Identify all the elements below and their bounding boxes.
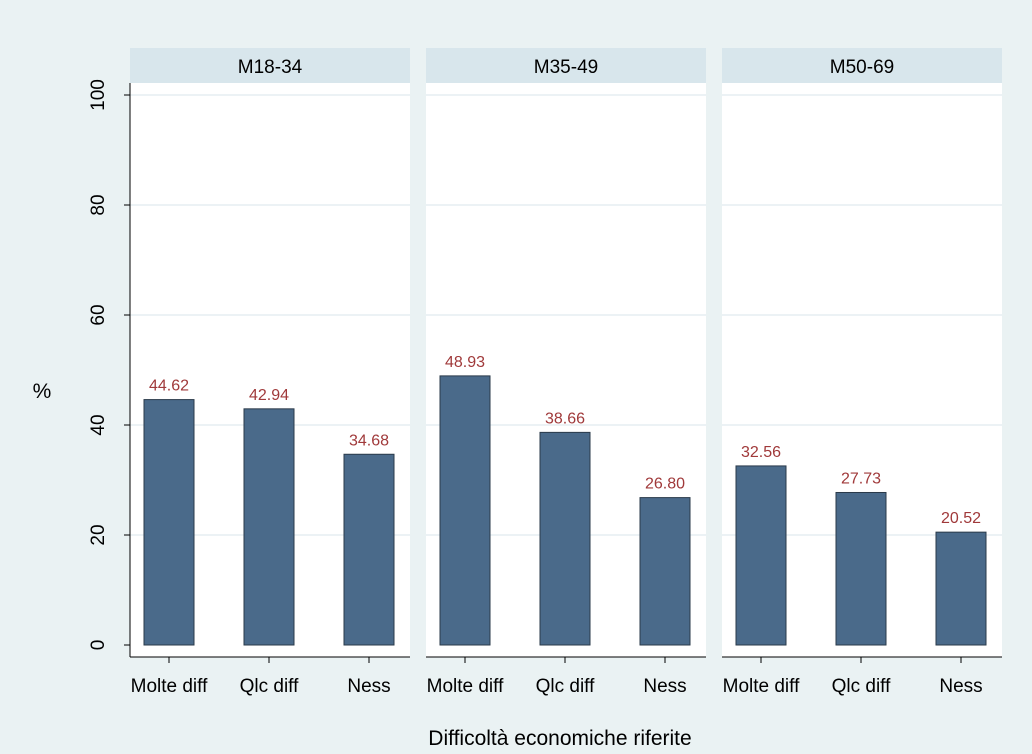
y-tick-label: 0 [88,640,109,651]
bar-value-label: 27.73 [841,470,881,487]
y-tick-label: 80 [88,194,109,215]
x-tick-label: Ness [939,676,982,697]
panel-header [426,48,706,83]
x-tick-label: Qlc diff [536,676,596,697]
bar-value-label: 20.52 [941,510,981,527]
y-axis-title: % [33,380,52,403]
panel-header [130,48,410,83]
bar-value-label: 32.56 [741,444,781,461]
x-axis-title: Difficoltà economiche riferite [428,727,691,749]
y-tick-label: 20 [88,524,109,545]
panel-m35-49: M35-49 48.93 38.66 26.80 Molte diff Qlc diff N… [426,48,706,697]
bar-value-label: 42.94 [249,387,289,404]
y-tick-label: 100 [88,79,109,111]
panel-header-label: M50-69 [830,57,894,78]
bar [935,531,987,646]
panel-m50-69: M50-69 32.56 27.73 20.52 Molte diff Qlc diff N… [722,48,1002,697]
bar-value-label: 44.62 [149,378,189,395]
x-tick-label: Ness [347,676,390,697]
bar-value-label: 34.68 [349,432,389,449]
bar-value-label: 48.93 [445,354,485,371]
bar [639,497,691,646]
bar [143,399,195,646]
x-tick-label: Molte diff [427,676,504,697]
bar [835,491,887,646]
panel-header-label: M18-34 [238,57,303,78]
bar-value-label: 26.80 [645,476,685,493]
bar [343,453,395,646]
y-tick-label: 40 [88,414,109,435]
bar [439,375,491,646]
bar [243,408,295,646]
panel-m18-34: M18-34 44.62 42.94 34.68 Molte diff Qlc diff N… [130,48,410,697]
panel-header-label: M35-49 [534,57,598,78]
bar-value-label: 38.66 [545,410,585,427]
bar [539,431,591,646]
x-tick-label: Qlc diff [832,676,892,697]
x-tick-label: Molte diff [723,676,800,697]
x-tick-label: Molte diff [131,676,208,697]
y-tick-label: 60 [88,304,109,325]
x-tick-label: Ness [643,676,686,697]
x-tick-label: Qlc diff [240,676,300,697]
panel-header [722,48,1002,83]
bar [735,465,787,646]
